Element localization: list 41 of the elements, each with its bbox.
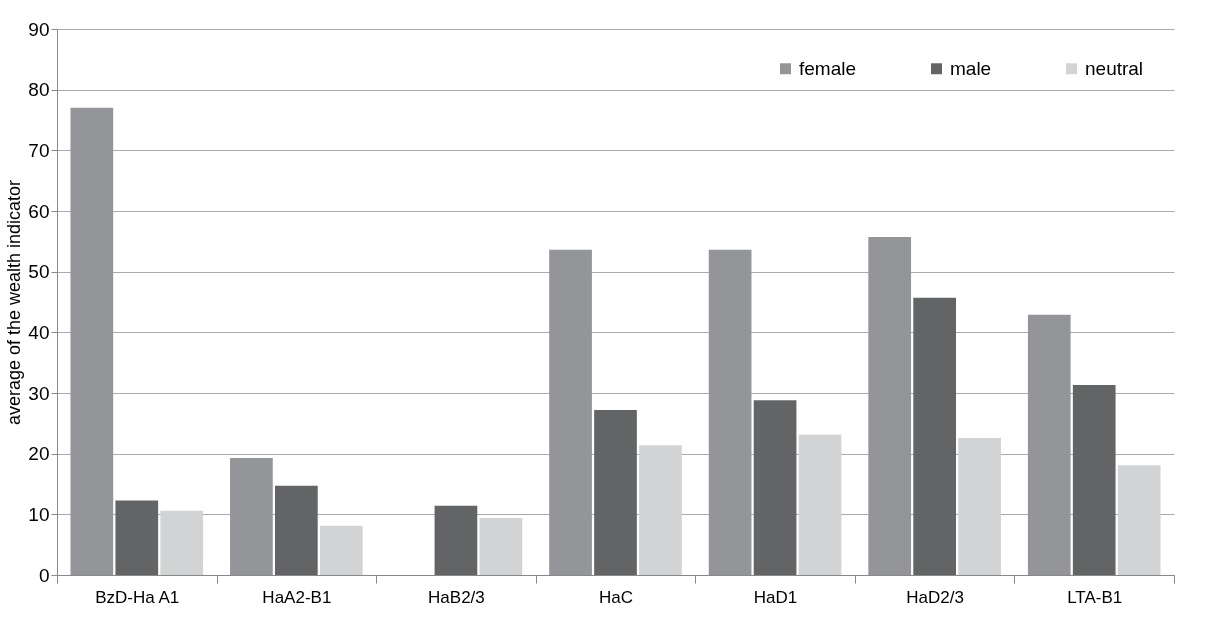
bar [753,400,797,575]
y-tick-label: 50 [28,261,50,283]
legend-label: female [799,57,857,79]
x-tick-label: HaD1 [753,587,798,607]
bar [479,517,523,575]
bar [639,445,682,575]
y-axis-title: average of the wealth indicator [4,179,25,426]
bar [549,249,592,575]
bar [594,409,637,575]
x-tick-label: BzD-Ha A1 [95,587,180,607]
bar [708,249,752,575]
bar [160,510,204,575]
y-tick-label: 0 [38,564,50,586]
bar [1117,465,1161,575]
y-tick-label: 70 [28,139,50,161]
y-tick-label: 60 [28,200,50,222]
bar [115,500,159,575]
bar [913,297,956,575]
x-tick-label: HaB2/3 [428,587,485,607]
y-tick-label: 90 [28,18,50,40]
y-tick-label: 20 [28,443,50,465]
bar [230,457,273,575]
x-tick-label: LTA-B1 [1067,587,1123,607]
legend-label: male [950,57,992,79]
x-tick-label: HaC [598,587,634,607]
legend-label: neutral [1085,57,1144,79]
bar [1027,314,1071,575]
bar [1072,385,1116,575]
bar [958,437,1001,575]
x-tick-label: HaD2/3 [906,587,964,607]
bar [319,525,363,575]
bar [70,107,114,575]
bar [275,485,318,575]
y-tick-label: 80 [28,79,50,101]
bar [434,505,478,575]
y-tick-label: 10 [28,503,50,525]
x-tick-label: HaA2-B1 [262,587,332,607]
y-tick-label: 30 [28,382,50,404]
bar [798,434,842,575]
bar [868,237,912,575]
y-tick-label: 40 [28,321,50,343]
